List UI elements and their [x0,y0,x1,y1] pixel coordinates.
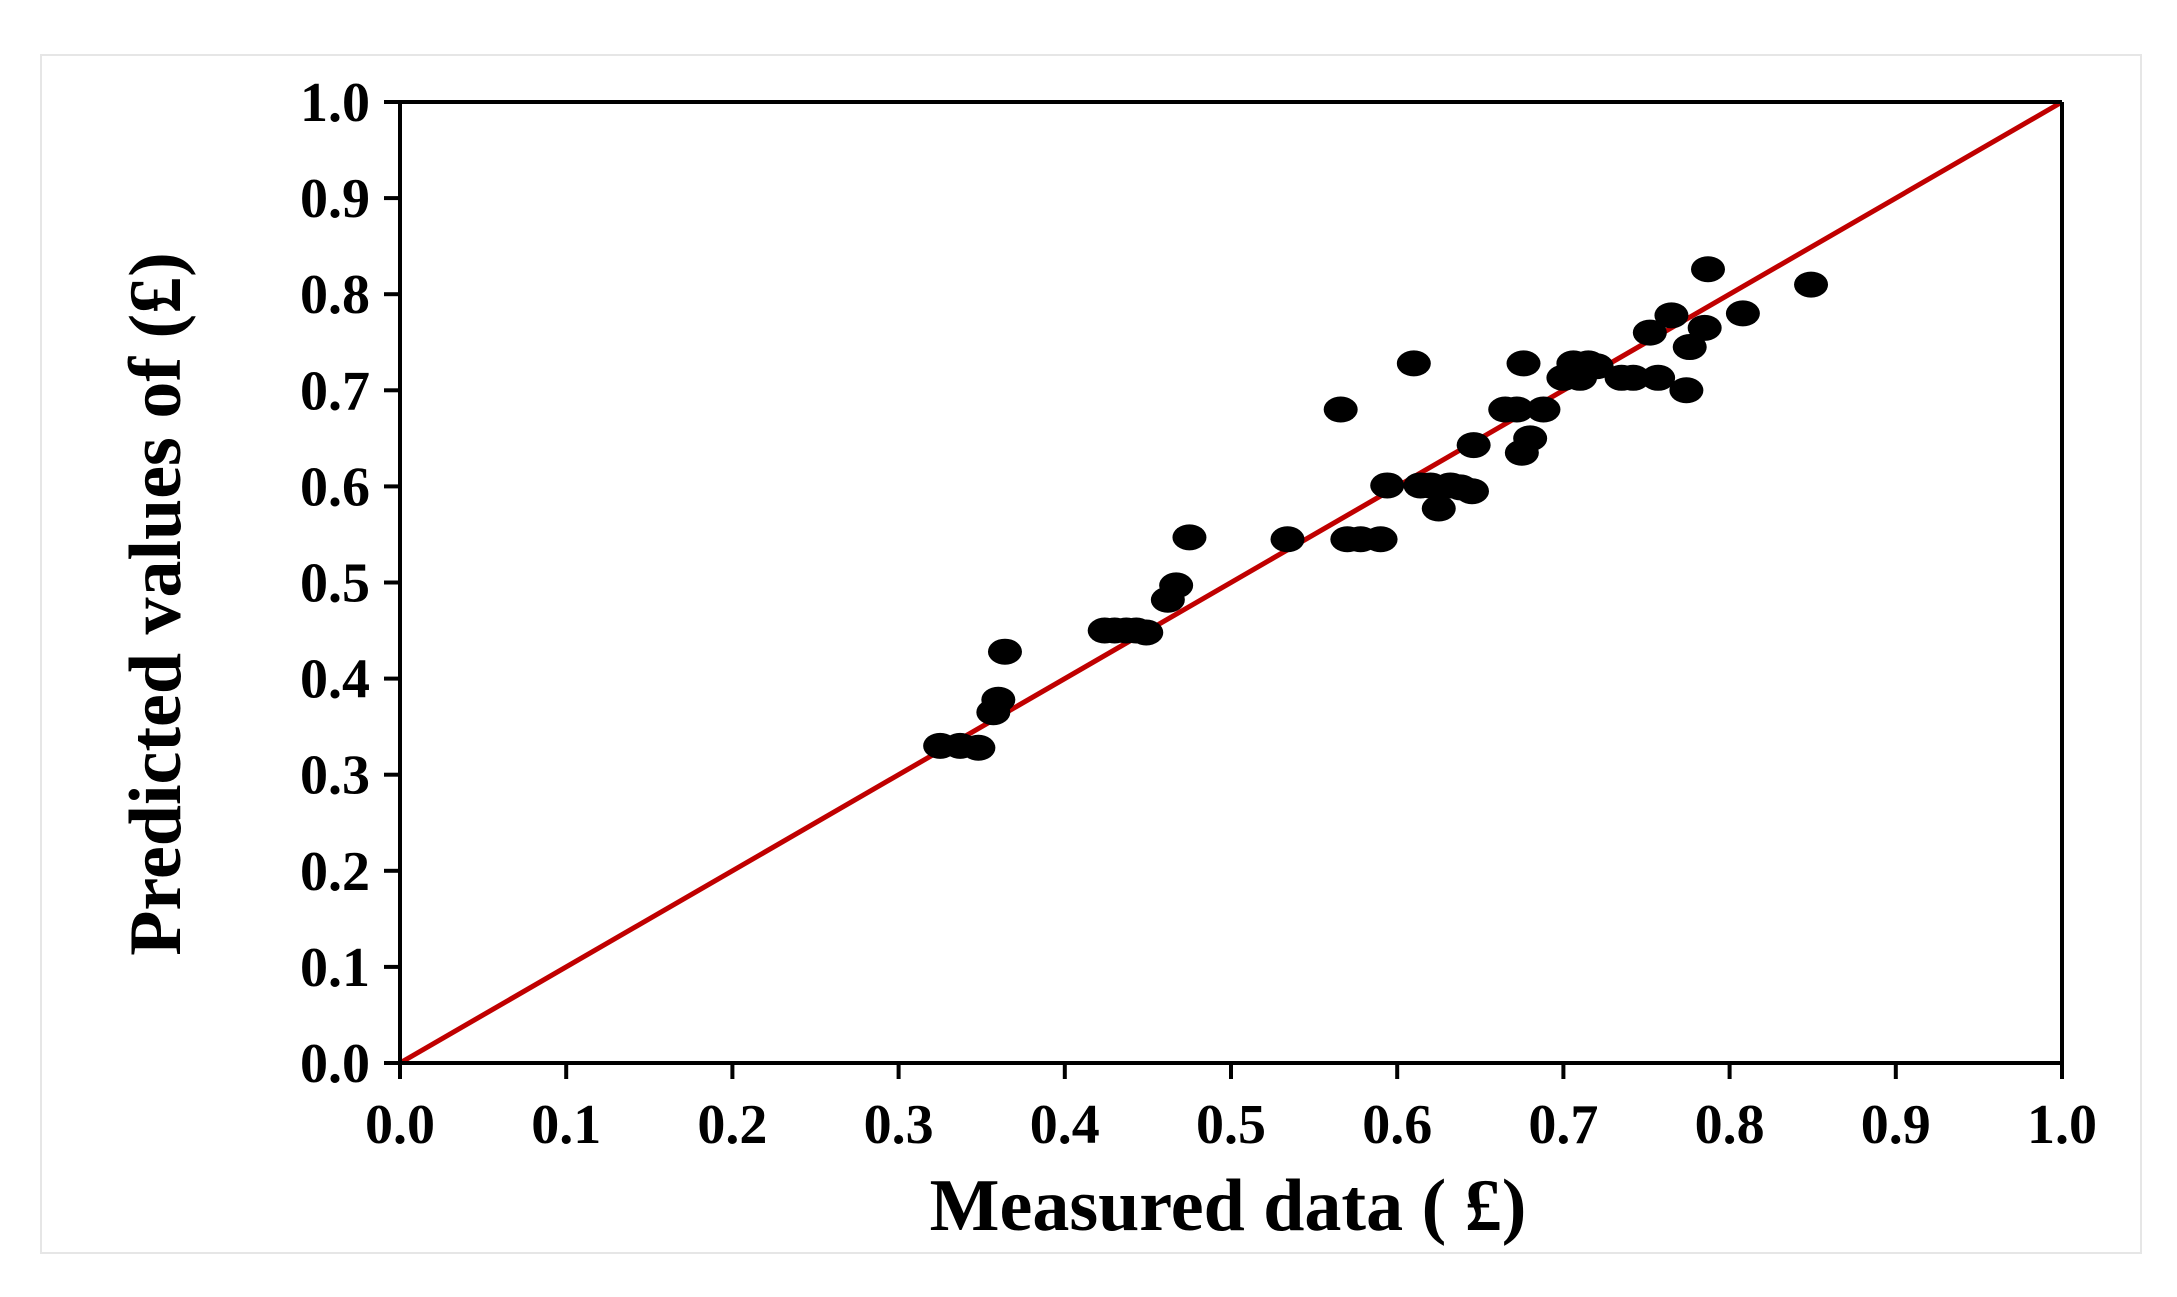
y-tick-label: 0.0 [300,1033,370,1095]
y-tick-label: 0.7 [300,360,370,422]
data-point [1506,350,1541,377]
data-point [1526,396,1561,423]
data-point [1499,396,1534,423]
data-point [1323,396,1358,423]
data-point [1129,619,1164,646]
data-point [987,638,1022,665]
x-axis-title: Measured data ( £) [930,1165,1527,1247]
data-point [981,686,1016,713]
x-tick-label: 0.7 [1528,1094,1598,1156]
y-tick-label: 0.4 [300,649,370,711]
x-tick-label: 0.4 [1030,1094,1100,1156]
data-point [1687,314,1722,341]
data-point [1632,319,1667,346]
data-point [1641,364,1676,391]
data-point [1456,432,1491,459]
x-tick-label: 1.0 [2027,1094,2097,1156]
data-point [1725,300,1760,327]
data-point [961,734,996,761]
data-point [1396,350,1431,377]
reference-line [398,99,2064,1066]
data-point [1672,334,1707,361]
data-point [1794,271,1829,298]
data-point [1270,526,1305,553]
data-point [1579,353,1614,380]
y-tick-label: 0.8 [300,264,370,326]
x-tick-label: 0.6 [1362,1094,1432,1156]
data-point [1616,364,1651,391]
x-tick-label: 0.3 [864,1094,934,1156]
data-point [1669,377,1704,404]
data-point [1454,478,1489,505]
y-tick-label: 0.9 [300,168,370,230]
data-point [1363,526,1398,553]
data-point [1421,495,1456,522]
data-point [1172,524,1207,551]
data-point [1690,256,1725,283]
y-axis-title: Predicted values of (£) [115,252,197,956]
x-tick-label: 0.5 [1196,1094,1266,1156]
x-tick-label: 0.2 [697,1094,767,1156]
y-tick-label: 0.1 [300,937,370,999]
y-tick-label: 1.0 [300,72,370,134]
x-tick-label: 0.0 [365,1094,435,1156]
x-tick-label: 0.8 [1695,1094,1765,1156]
y-tick-label: 0.3 [300,745,370,807]
data-point [1654,302,1689,329]
x-tick-label: 0.1 [531,1094,601,1156]
data-point [1159,572,1194,599]
data-point [1370,472,1405,499]
data-point [1513,425,1548,452]
chart-frame [40,54,2142,1254]
y-tick-label: 0.2 [300,841,370,903]
y-tick-label: 0.5 [300,553,370,615]
x-tick-label: 0.9 [1861,1094,1931,1156]
y-tick-label: 0.6 [300,456,370,518]
